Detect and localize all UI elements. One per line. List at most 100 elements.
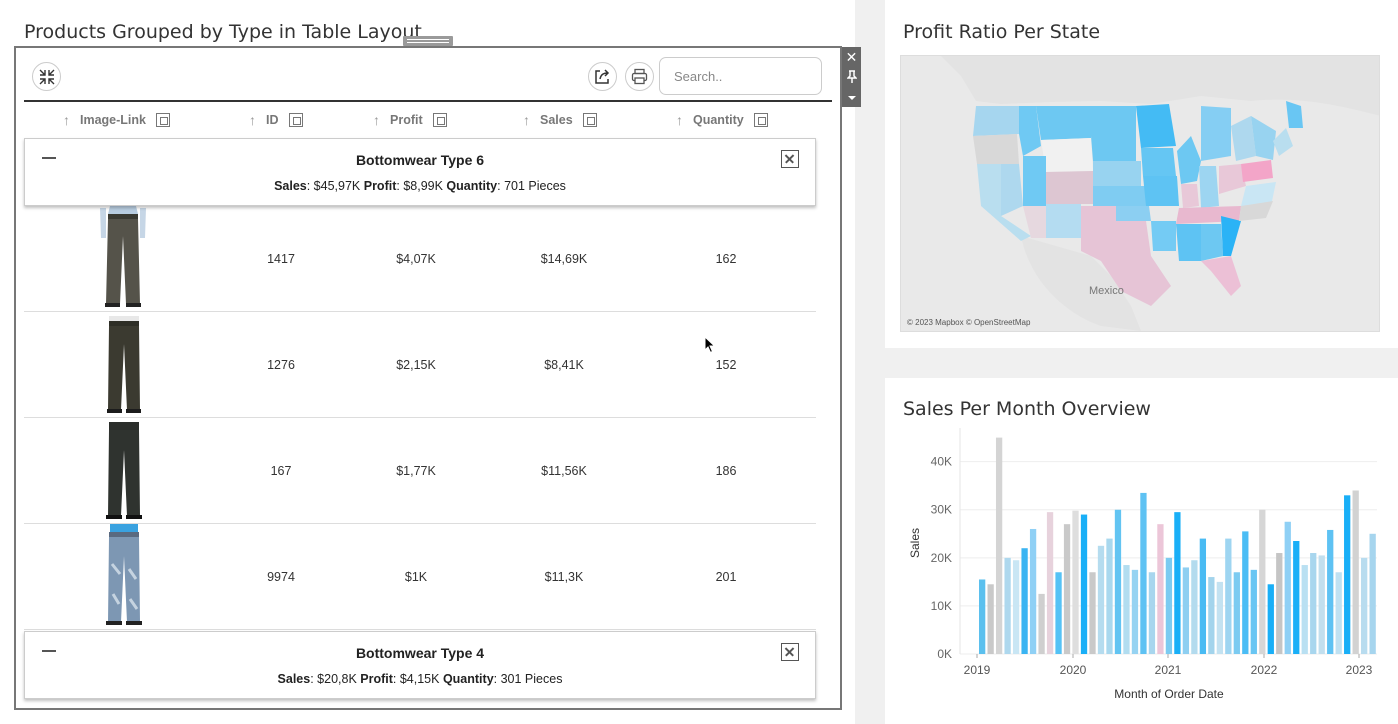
bar[interactable]	[1344, 495, 1351, 654]
bar[interactable]	[1284, 521, 1291, 654]
more-options-icon[interactable]	[842, 87, 861, 107]
bar[interactable]	[1318, 555, 1325, 654]
bar[interactable]	[1191, 560, 1198, 654]
bar[interactable]	[995, 437, 1003, 654]
table-row[interactable]: 1417 $4,07K $14,69K 162	[24, 206, 816, 312]
column-label: ID	[266, 113, 279, 127]
summary-quantity-label: Quantity	[446, 179, 498, 193]
summary-profit-label: Profit	[360, 672, 393, 686]
bar[interactable]	[1335, 572, 1342, 654]
bar[interactable]	[979, 579, 986, 654]
us-map	[901, 56, 1379, 331]
bar[interactable]	[1038, 593, 1045, 654]
bar[interactable]	[1123, 565, 1130, 654]
cell-profit: $1,77K	[396, 464, 436, 478]
bar[interactable]	[1216, 581, 1223, 654]
bar[interactable]	[1131, 569, 1139, 654]
bar[interactable]	[1327, 529, 1334, 654]
sort-arrow-icon[interactable]: ↑	[523, 112, 530, 128]
close-group-icon[interactable]	[781, 643, 799, 661]
group-header[interactable]: Bottomwear Type 4 Sales: $20,8K Profit: …	[24, 631, 816, 699]
close-icon[interactable]: ✕	[845, 49, 858, 65]
bar[interactable]	[1089, 572, 1096, 654]
bar[interactable]	[1352, 490, 1359, 654]
sort-arrow-icon[interactable]: ↑	[676, 112, 683, 128]
collapse-group-icon[interactable]	[42, 157, 56, 159]
column-label: Image-Link	[80, 113, 146, 127]
cell-id: 9974	[267, 570, 295, 584]
bar[interactable]	[1233, 572, 1240, 654]
cell-quantity: 162	[715, 252, 737, 266]
print-button[interactable]	[625, 62, 654, 91]
cell-quantity: 201	[715, 570, 737, 584]
bar[interactable]	[1276, 553, 1283, 654]
bar[interactable]	[1361, 557, 1368, 654]
printer-icon	[631, 68, 648, 85]
column-header-quantity[interactable]: ↑ Quantity	[676, 110, 768, 130]
column-header-image-link[interactable]: ↑ Image-Link	[63, 110, 170, 130]
bar[interactable]	[1097, 545, 1105, 654]
table-row[interactable]: 9974 $1K $11,3K 201	[24, 524, 816, 630]
bar[interactable]	[1072, 510, 1079, 654]
column-header-id[interactable]: ↑ ID	[249, 110, 303, 130]
cell-quantity: 152	[715, 358, 737, 372]
column-header-sales[interactable]: ↑ Sales	[523, 110, 597, 130]
group-title: Bottomwear Type 4	[355, 645, 485, 661]
group-icon[interactable]	[753, 113, 768, 127]
bar[interactable]	[1242, 531, 1249, 654]
bar[interactable]	[987, 584, 994, 654]
column-header-profit[interactable]: ↑ Profit	[373, 110, 447, 130]
map-panel: Profit Ratio Per State	[885, 0, 1398, 348]
cell-quantity: 186	[715, 464, 737, 478]
bar[interactable]	[1250, 569, 1257, 654]
bar[interactable]	[1259, 509, 1266, 654]
bar[interactable]	[1157, 524, 1164, 654]
collapse-group-icon[interactable]	[42, 650, 56, 652]
bar[interactable]	[1199, 538, 1207, 654]
bar[interactable]	[1106, 538, 1113, 654]
bar[interactable]	[1004, 557, 1011, 654]
group-icon[interactable]	[432, 113, 447, 127]
bar[interactable]	[1267, 584, 1274, 654]
group-header[interactable]: Bottomwear Type 6 Sales: $45,97K Profit:…	[24, 138, 816, 206]
close-group-icon[interactable]	[781, 150, 799, 168]
bar[interactable]	[1012, 560, 1020, 654]
bar[interactable]	[1369, 533, 1376, 654]
summary-profit-value: : $8,99K	[396, 179, 447, 193]
bar[interactable]	[1293, 541, 1300, 654]
bar[interactable]	[1029, 528, 1037, 654]
collapse-button[interactable]	[32, 62, 61, 91]
pin-icon[interactable]	[842, 67, 861, 87]
bar[interactable]	[1310, 553, 1317, 654]
bar[interactable]	[1182, 567, 1190, 654]
sort-arrow-icon[interactable]: ↑	[249, 112, 256, 128]
mouse-cursor-icon	[704, 336, 716, 354]
group-icon[interactable]	[288, 113, 303, 127]
table-row[interactable]: 1276 $2,15K $8,41K 152	[24, 312, 816, 418]
sales-bar-chart[interactable]: 0K 10K 20K 30K 40K 2019 2020 2021 2022 2023 Month …	[885, 418, 1398, 724]
bar[interactable]	[1208, 577, 1215, 654]
cell-id: 1417	[267, 252, 295, 266]
x-tick-label: 2022	[1251, 663, 1278, 677]
bar[interactable]	[1046, 512, 1054, 654]
drag-handle[interactable]	[403, 36, 453, 46]
bar[interactable]	[1055, 572, 1062, 654]
bar[interactable]	[1114, 509, 1122, 654]
sort-arrow-icon[interactable]: ↑	[63, 112, 70, 128]
bar[interactable]	[1174, 512, 1181, 654]
bar[interactable]	[1140, 492, 1147, 654]
bar[interactable]	[1080, 514, 1088, 654]
sort-arrow-icon[interactable]: ↑	[373, 112, 380, 128]
bar[interactable]	[1165, 557, 1173, 654]
share-button[interactable]	[588, 62, 617, 91]
search-input[interactable]	[659, 57, 822, 95]
bar[interactable]	[1021, 548, 1028, 654]
bar[interactable]	[1063, 524, 1071, 654]
bar[interactable]	[1225, 538, 1232, 654]
bar[interactable]	[1148, 572, 1156, 654]
profit-ratio-map[interactable]: Mexico © 2023 Mapbox © OpenStreetMap	[900, 55, 1380, 332]
group-icon[interactable]	[582, 113, 597, 127]
bar[interactable]	[1301, 565, 1308, 654]
table-row[interactable]: 167 $1,77K $11,56K 186	[24, 418, 816, 524]
group-icon[interactable]	[156, 113, 170, 127]
